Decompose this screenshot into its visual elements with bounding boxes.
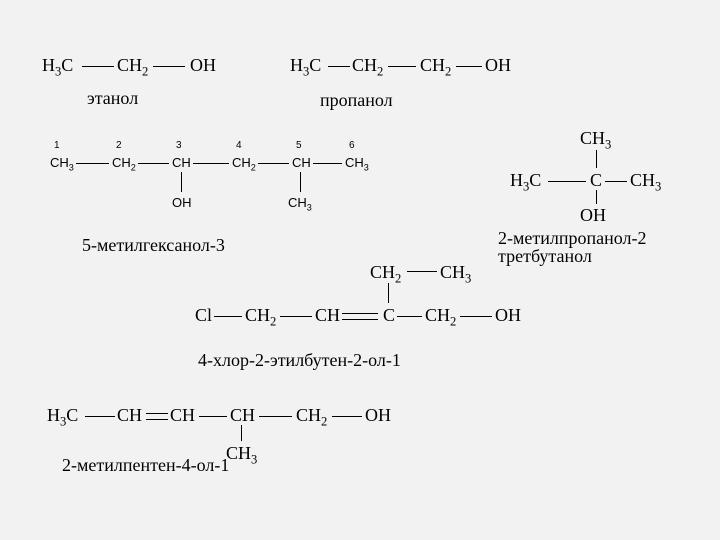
- pentenol-bond-3: [199, 416, 227, 417]
- pentenol-bond-0: [85, 416, 115, 417]
- pentenol-frag-1: CH: [117, 405, 142, 426]
- propanol-bond-1: [388, 66, 416, 67]
- pentenol-frag-0: H3C: [47, 405, 78, 430]
- pentenol-bond-4: [259, 416, 292, 417]
- propanol-label: пропанол: [320, 90, 393, 111]
- chlorobutenol-bond-4: [397, 316, 422, 317]
- hexanol-frag-7: CH3: [288, 195, 312, 213]
- chlorobutenol-label: 4-хлор-2-этилбутен-2-ол-1: [198, 350, 401, 371]
- ethanol-frag-2: OH: [190, 55, 216, 76]
- hexanol-frag-5: CH3: [345, 155, 369, 173]
- hexanol-num-0: 1: [54, 140, 60, 151]
- chlorobutenol-bond-5: [460, 316, 492, 317]
- hexanol-bond-3: [258, 163, 289, 164]
- hexanol-label: 5-метилгексанол-3: [82, 235, 225, 256]
- chlorobutenol-frag-0: Cl: [195, 305, 212, 326]
- chlorobutenol-bond-7: [407, 271, 437, 272]
- propanol-bond-0: [328, 66, 350, 67]
- chlorobutenol-bond-3: [342, 319, 378, 320]
- hexanol-num-5: 6: [349, 140, 355, 151]
- tertbutanol-bond-0: [548, 181, 586, 182]
- tertbutanol-bond-1: [605, 181, 627, 182]
- ethanol-label: этанол: [87, 88, 138, 109]
- propanol-frag-1: CH2: [352, 55, 383, 80]
- tertbutanol-frag-4: OH: [580, 205, 606, 226]
- chlorobutenol-frag-2: CH: [315, 305, 340, 326]
- hexanol-frag-0: CH3: [50, 155, 74, 173]
- chlorobutenol-bond-1: [280, 316, 312, 317]
- hexanol-num-4: 5: [296, 140, 302, 151]
- pentenol-bond-2: [146, 419, 168, 420]
- pentenol-bond-1: [146, 413, 168, 414]
- tertbutanol-bond-2: [596, 150, 597, 168]
- hexanol-frag-4: CH: [292, 155, 311, 170]
- ethanol-frag-1: CH2: [117, 55, 148, 80]
- propanol-frag-2: CH2: [420, 55, 451, 80]
- hexanol-num-1: 2: [116, 140, 122, 151]
- pentenol-frag-3: CH: [230, 405, 255, 426]
- hexanol-frag-3: CH2: [232, 155, 256, 173]
- tertbutanol-frag-0: H3C: [510, 170, 541, 195]
- pentenol-frag-2: CH: [170, 405, 195, 426]
- hexanol-bond-1: [138, 163, 169, 164]
- chlorobutenol-bond-2: [342, 313, 378, 314]
- hexanol-bond-4: [313, 163, 342, 164]
- ethanol-bond-1: [153, 66, 185, 67]
- chlorobutenol-frag-3: C: [383, 305, 395, 326]
- pentenol-frag-6: CH3: [226, 443, 257, 468]
- hexanol-bond-6: [300, 172, 301, 192]
- chlorobutenol-frag-4: CH2: [425, 305, 456, 330]
- tertbutanol-bond-3: [596, 190, 597, 204]
- propanol-frag-3: OH: [485, 55, 511, 76]
- pentenol-bond-6: [241, 425, 242, 441]
- chlorobutenol-frag-1: CH2: [245, 305, 276, 330]
- tertbutanol-frag-1: C: [590, 170, 602, 191]
- hexanol-num-2: 3: [176, 140, 182, 151]
- ethanol-frag-0: H3C: [42, 55, 73, 80]
- hexanol-bond-5: [181, 172, 182, 192]
- chlorobutenol-frag-5: OH: [495, 305, 521, 326]
- chlorobutenol-frag-6: CH2: [370, 262, 401, 287]
- chlorobutenol-frag-7: CH3: [440, 262, 471, 287]
- tertbutanol-label2: третбутанол: [498, 246, 592, 267]
- pentenol-frag-4: CH2: [296, 405, 327, 430]
- pentenol-bond-5: [332, 416, 362, 417]
- hexanol-bond-2: [193, 163, 229, 164]
- hexanol-frag-1: CH2: [112, 155, 136, 173]
- hexanol-frag-2: CH: [172, 155, 191, 170]
- chlorobutenol-bond-0: [214, 316, 242, 317]
- hexanol-frag-6: OH: [172, 195, 192, 210]
- pentenol-frag-5: OH: [365, 405, 391, 426]
- propanol-frag-0: H3C: [290, 55, 321, 80]
- hexanol-num-3: 4: [236, 140, 242, 151]
- ethanol-bond-0: [82, 66, 114, 67]
- hexanol-bond-0: [76, 163, 109, 164]
- tertbutanol-frag-2: CH3: [580, 128, 611, 153]
- tertbutanol-frag-3: CH3: [630, 170, 661, 195]
- chlorobutenol-bond-6: [388, 283, 389, 303]
- pentenol-label: 2-метилпентен-4-ол-1: [62, 455, 229, 476]
- propanol-bond-2: [456, 66, 482, 67]
